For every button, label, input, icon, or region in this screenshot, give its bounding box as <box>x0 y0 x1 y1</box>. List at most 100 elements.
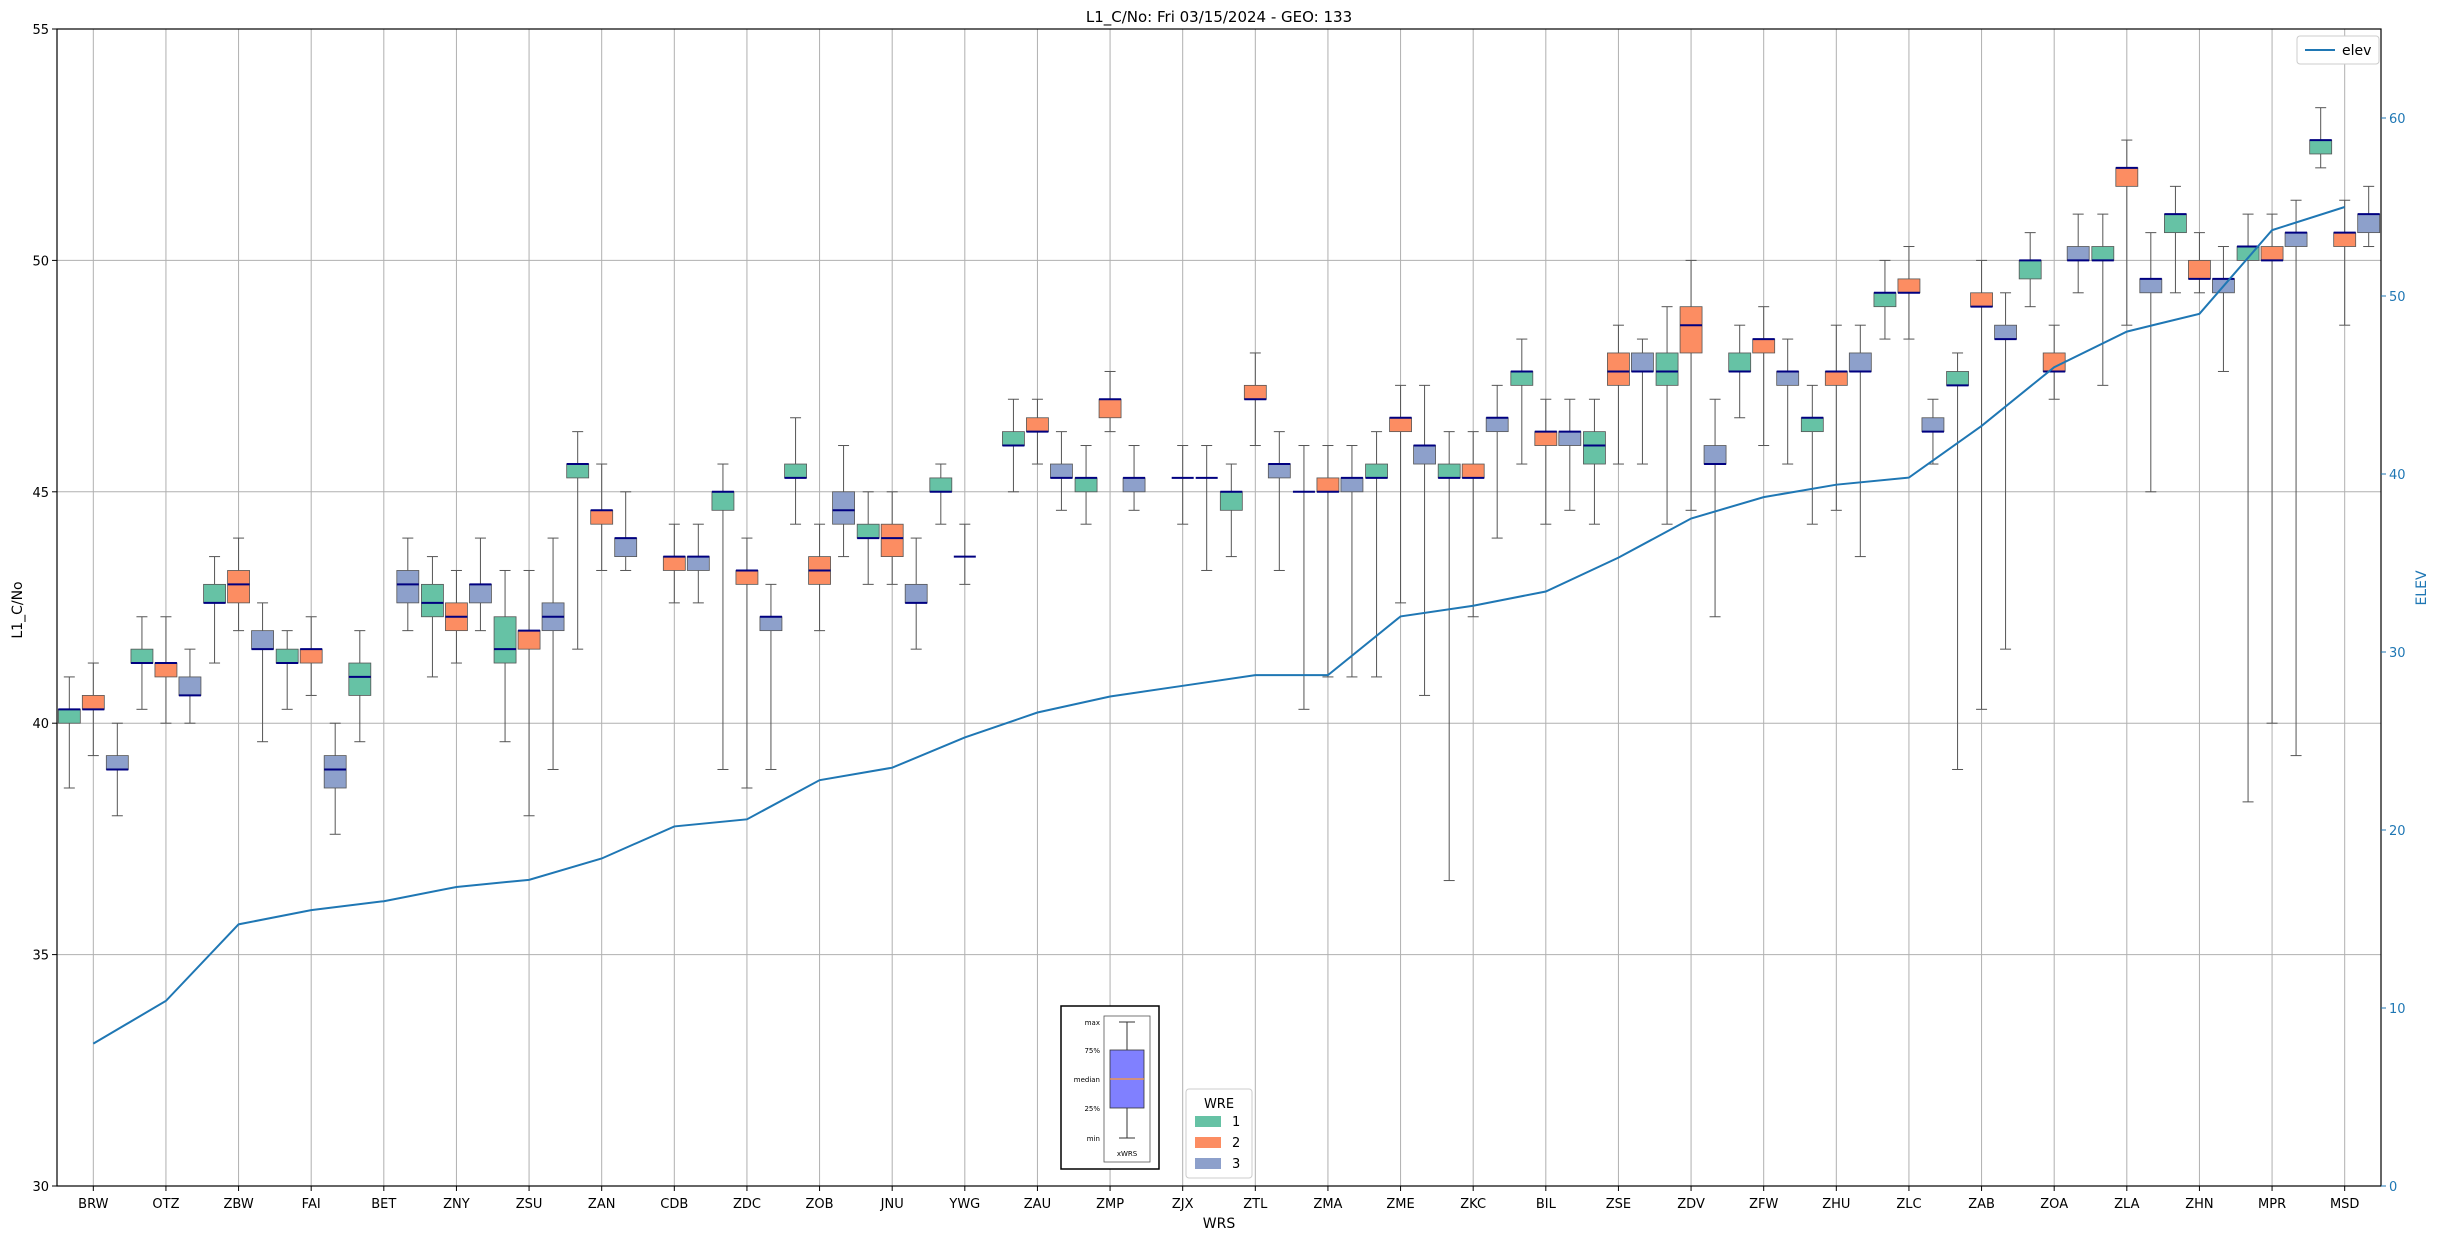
box-wre-2 <box>2333 199 2357 326</box>
box-iqr <box>1002 431 1025 446</box>
box-iqr <box>2115 167 2139 187</box>
box-wre-1 <box>2164 185 2187 294</box>
box-iqr <box>759 616 783 632</box>
box-wre-1 <box>1074 445 1098 525</box>
x-tick-label: ZAU <box>1024 1197 1051 1212</box>
box-wre-2 <box>590 463 614 571</box>
box-key-label-min: min <box>1087 1135 1100 1143</box>
box-iqr <box>929 477 953 493</box>
box-iqr <box>1243 384 1267 400</box>
box-wre-1 <box>1437 431 1461 882</box>
box-wre-2 <box>1679 259 1703 511</box>
wre-legend-title: WRE <box>1204 1097 1234 1112</box>
box-wre-3 <box>178 648 202 724</box>
box-iqr <box>469 583 492 604</box>
box-iqr <box>1607 352 1630 386</box>
box-wre-2 <box>2042 324 2066 400</box>
box-wre-2 <box>1026 398 1049 465</box>
box-wre-3 <box>1340 445 1364 678</box>
y2-tick-label: 0 <box>2389 1180 2397 1195</box>
box-iqr <box>1970 292 1993 308</box>
elev-line <box>92 206 2345 1045</box>
box-iqr <box>1752 338 1776 354</box>
box-iqr <box>1534 431 1558 446</box>
box-iqr <box>2188 259 2211 280</box>
box-key-category: xWRS <box>1117 1150 1138 1158</box>
box-iqr <box>105 755 129 770</box>
x-tick-label: ZOB <box>806 1197 834 1212</box>
box-iqr <box>2309 139 2333 155</box>
box-wre-1 <box>566 431 590 650</box>
y-tick-label: 50 <box>32 254 49 269</box>
box-wre-1 <box>348 630 372 743</box>
box-key-label-q3: 75% <box>1084 1047 1100 1055</box>
box-iqr <box>2284 232 2308 247</box>
box-wre-3 <box>686 523 710 604</box>
box-iqr <box>590 509 614 525</box>
box-iqr <box>348 662 372 696</box>
box-iqr <box>227 570 250 604</box>
elevation-line-layer <box>92 206 2345 1045</box>
box-iqr <box>1122 477 1146 493</box>
box-wre-1 <box>2309 107 2333 169</box>
y2-tick-label: 40 <box>2389 468 2406 483</box>
box-wre-3 <box>2357 185 2381 248</box>
box-wre-2 <box>1461 431 1485 618</box>
box-wre-2 <box>1534 398 1558 525</box>
box-iqr <box>1631 352 1654 372</box>
box-wre-3 <box>1050 431 1073 511</box>
box-wre-3 <box>251 602 274 743</box>
wre-legend-swatch-1 <box>1195 1116 1221 1127</box>
box-wre-2 <box>227 537 250 632</box>
wre-legend-frame <box>1185 1088 1253 1179</box>
box-iqr <box>421 583 444 618</box>
box-wre-3 <box>1485 384 1509 539</box>
box-wre-2 <box>953 523 976 585</box>
x-tick-label: ZBW <box>223 1197 253 1212</box>
box-wre-2 <box>1098 370 1122 433</box>
box-wre-2 <box>880 491 904 585</box>
box-wre-2 <box>1824 324 1848 511</box>
box-wre-3 <box>1558 398 1582 511</box>
line-legend-label: elev <box>2342 43 2371 59</box>
box-iqr <box>2139 278 2163 294</box>
box-wre-2 <box>1171 445 1194 525</box>
box-iqr <box>1679 306 1703 354</box>
y2-tick-label: 20 <box>2389 824 2406 839</box>
box-key-label-max: max <box>1085 1019 1100 1027</box>
box-wre-3 <box>2139 232 2163 493</box>
box-wre-3 <box>541 537 565 770</box>
x-tick-label: ZDC <box>733 1197 761 1212</box>
box-iqr <box>1703 445 1727 465</box>
box-wre-1 <box>1655 306 1679 525</box>
box-iqr <box>1485 417 1509 433</box>
box-wre-1 <box>711 463 735 770</box>
box-wre-2 <box>1243 352 1267 447</box>
box-wre-3 <box>1631 338 1654 465</box>
box-wre-3 <box>1267 431 1291 571</box>
box-iqr <box>832 491 855 525</box>
x-tick-label: ZOA <box>2040 1197 2068 1212</box>
axes: 30 35 40 45 50 55 0 10 20 30 40 50 60 BRW OTZ ZBW FAI BET… <box>32 23 2405 1212</box>
box-wre-1 <box>1873 259 1897 340</box>
box-wre-3 <box>1994 292 2017 650</box>
y-tick-label: 45 <box>32 486 49 501</box>
box-iqr <box>1800 417 1824 433</box>
box-iqr <box>1583 431 1606 465</box>
box-wre-3 <box>105 722 129 817</box>
box-wre-1 <box>1292 445 1315 710</box>
box-key-axes <box>1103 1015 1151 1163</box>
box-iqr <box>856 523 880 539</box>
box-wre-2 <box>808 523 831 632</box>
box-wre-1 <box>130 616 154 710</box>
box-wre-1 <box>421 556 444 678</box>
x-tick-label: ZJX <box>1172 1197 1194 1212</box>
box-iqr <box>1873 292 1897 308</box>
box-iqr <box>1946 371 1969 386</box>
box-wre-1 <box>1583 398 1606 525</box>
x-tick-label: ZFW <box>1749 1197 1778 1212</box>
x-tick-label: ZSU <box>516 1197 543 1212</box>
box-iqr <box>517 630 541 650</box>
box-iqr <box>662 556 686 571</box>
